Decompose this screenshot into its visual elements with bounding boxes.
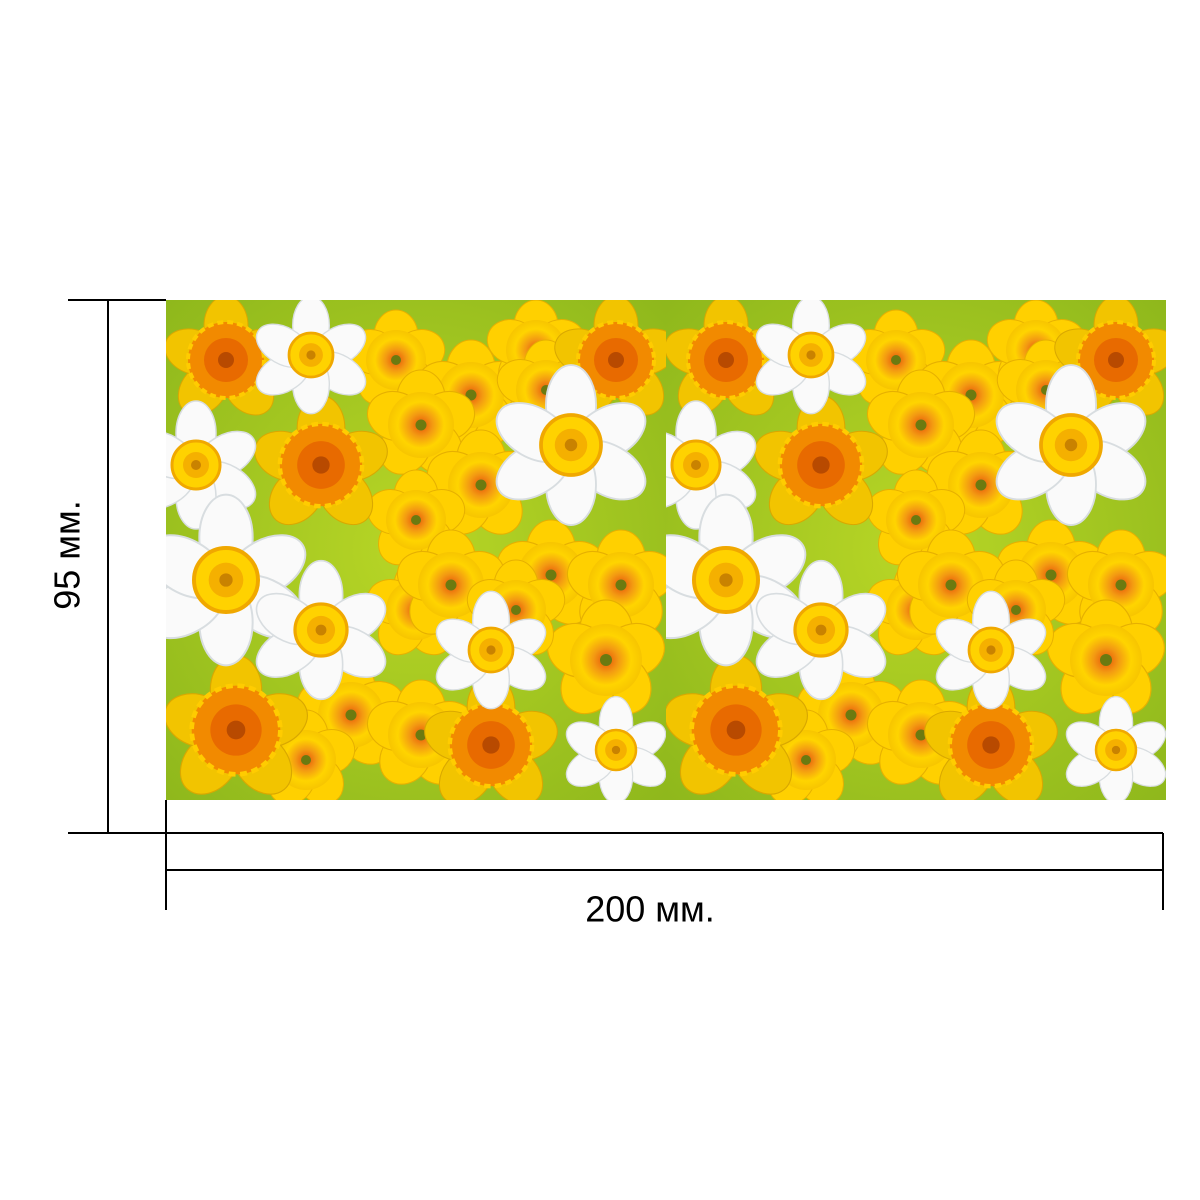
flower-tile bbox=[628, 296, 1183, 816]
height-dimension: 95 мм. bbox=[47, 299, 166, 834]
height-label: 95 мм. bbox=[47, 500, 88, 610]
flower-print bbox=[128, 296, 1183, 816]
width-label: 200 мм. bbox=[585, 889, 715, 930]
flower-tile bbox=[128, 296, 683, 816]
width-dimension: 200 мм. bbox=[165, 800, 1164, 930]
